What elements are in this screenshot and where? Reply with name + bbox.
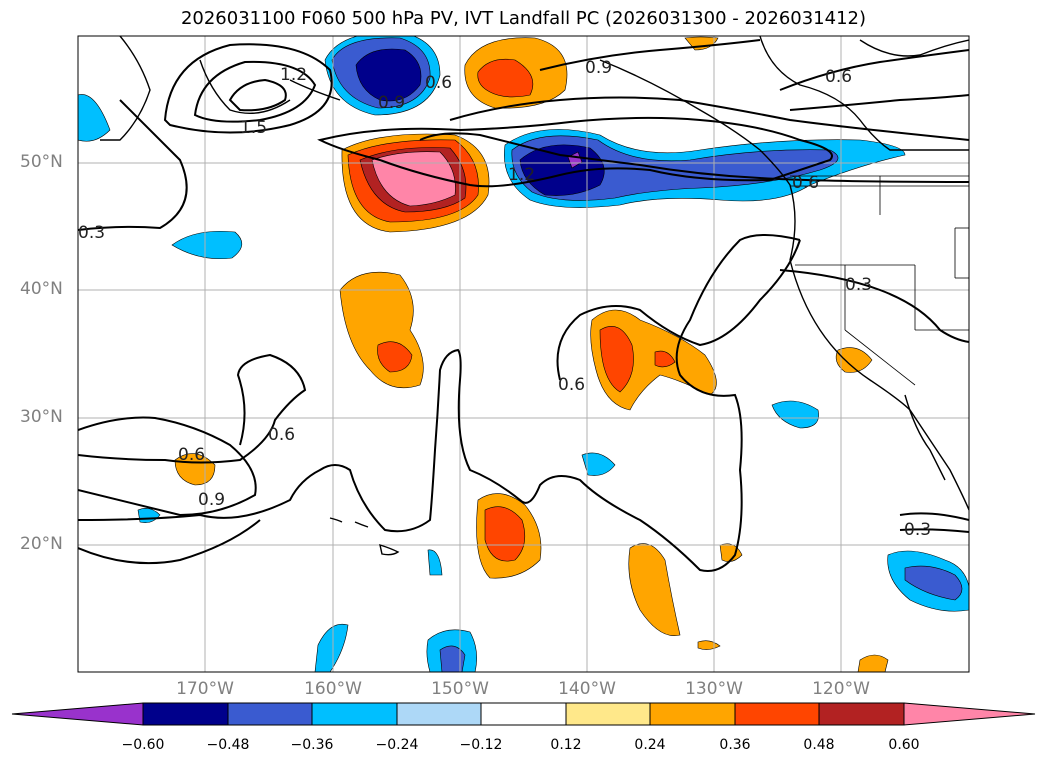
pv-contours [78, 39, 969, 572]
shade-blob-positive-north [464, 37, 568, 109]
lat-label: 20°N [20, 534, 63, 554]
coastlines [100, 36, 969, 556]
colorbar-tick-label: −0.24 [375, 737, 419, 753]
shade-blob-neg-hawaii [427, 549, 443, 576]
shade-blob-small-1 [171, 230, 243, 259]
gridlines [78, 36, 969, 672]
colorbar-bin [649, 702, 736, 726]
contour-label: 1.5 [240, 118, 267, 138]
contour-label: 0.6 [178, 445, 205, 465]
colorbar-bin [227, 702, 313, 726]
lon-label: 150°W [431, 679, 489, 699]
colorbar-tick-label: 0.60 [888, 737, 920, 753]
colorbar-bin [480, 702, 567, 726]
shaded-field [78, 36, 969, 672]
colorbar-bin [565, 702, 651, 726]
lat-label: 40°N [20, 279, 63, 299]
shade-blob-negative-north [324, 36, 441, 116]
colorbar-tick-label: 0.36 [719, 737, 751, 753]
shade-blob-positive-gulf [341, 133, 490, 233]
contour-label: 0.9 [378, 93, 405, 113]
colorbar-tick-label: 0.48 [803, 737, 835, 753]
colorbar-tick-label: −0.48 [206, 737, 250, 753]
shade-blob-positive-midlat [339, 271, 424, 389]
colorbar-bin [734, 702, 820, 726]
contour-label: 0.9 [198, 490, 225, 510]
contour-label: 0.6 [425, 73, 452, 93]
contour-label: 1.2 [508, 165, 535, 185]
colorbar-bin [396, 702, 482, 726]
colorbar-bin [818, 702, 905, 726]
lat-label: 50°N [20, 152, 63, 172]
map-title: 2026031100 F060 500 hPa PV, IVT Landfall… [180, 8, 867, 29]
colorbar-tick-label: 0.12 [550, 737, 582, 753]
contour-labels: 1.2 1.5 0.6 0.9 0.9 0.6 1.2 0.6 0.3 0.3 … [78, 58, 931, 540]
lon-label: 140°W [558, 679, 616, 699]
shade-blob-negative-band [504, 129, 906, 208]
contour-label: 0.9 [585, 58, 612, 78]
shade-blob-neg-sw [314, 623, 349, 672]
lon-label: 130°W [685, 679, 743, 699]
contour-label: 0.6 [792, 173, 819, 193]
contour-label: 0.3 [78, 223, 105, 243]
shade-blob-edge-west [78, 94, 111, 142]
shade-blob-small-3 [857, 654, 889, 672]
shade-blob-positive-east [590, 309, 717, 411]
contour-label: 0.6 [268, 425, 295, 445]
contour-label: 1.2 [280, 65, 307, 85]
colorbar-tick-label: 0.24 [634, 737, 666, 753]
map-frame [77, 35, 970, 673]
lat-label: 30°N [20, 407, 63, 427]
contour-label: 0.3 [845, 275, 872, 295]
colorbar-tick-label: −0.60 [121, 737, 165, 753]
contour-label: 0.6 [825, 67, 852, 87]
shade-blob-neg-south-core [439, 645, 466, 672]
lon-label: 120°W [812, 679, 870, 699]
shade-blob-positive-south [628, 543, 681, 637]
map-panel: 1.2 1.5 0.6 0.9 0.9 0.6 1.2 0.6 0.3 0.3 … [78, 36, 969, 672]
contour-label: 0.6 [558, 375, 585, 395]
shade-blob-neg-mid [581, 452, 616, 476]
colorbar-tick-label: −0.36 [290, 737, 334, 753]
shade-blob-california [835, 347, 873, 373]
colorbar-bin [311, 702, 398, 726]
colorbar-bin [142, 702, 229, 726]
colorbar-extend-high [903, 702, 1036, 726]
colorbar [11, 702, 1036, 726]
shade-blob-neg-east [771, 400, 819, 429]
lon-label: 160°W [304, 679, 362, 699]
shade-blob-neg-se-core [904, 565, 963, 601]
lon-label: 170°W [176, 679, 234, 699]
colorbar-extend-low [11, 702, 144, 726]
contour-label: 0.3 [904, 520, 931, 540]
colorbar-tick-label: −0.12 [459, 737, 503, 753]
